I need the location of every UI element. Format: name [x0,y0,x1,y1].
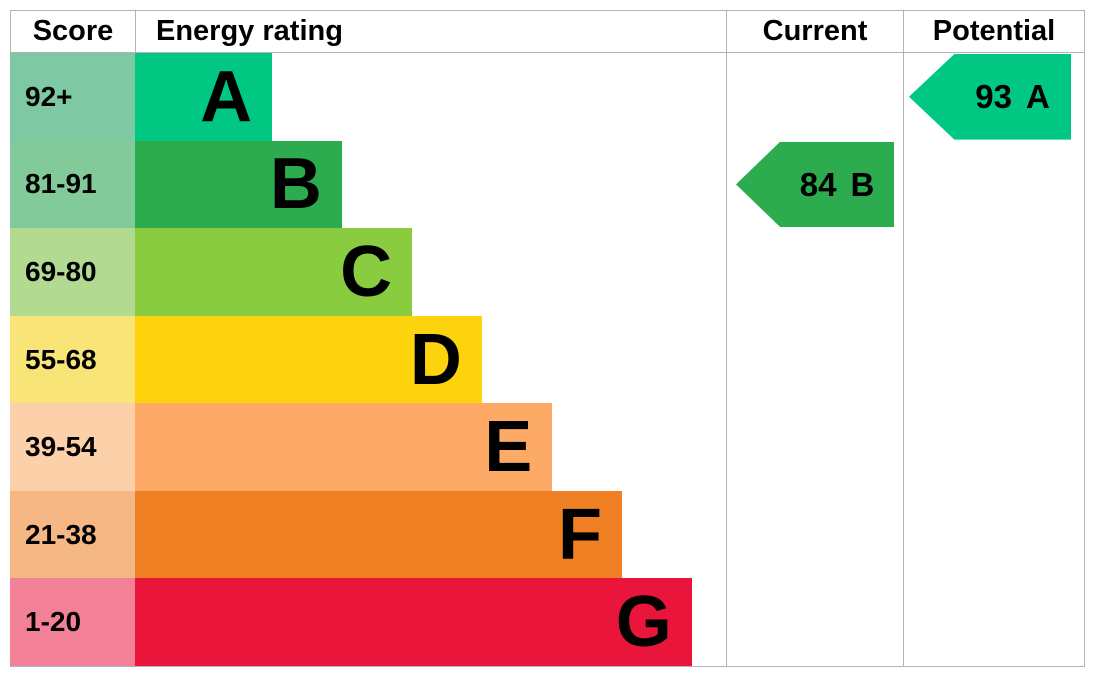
current-cell-d [726,315,903,404]
band-column-d: D [135,315,726,404]
score-cell-b: 81-91 [10,140,135,229]
band-row-c: 69-80 C [10,228,1085,316]
potential-cell-e [903,403,1085,491]
header-score: Score [10,10,135,53]
band-column-c: C [135,228,726,316]
band-bar-c: C [135,228,413,316]
band-letter-g: G [615,582,672,663]
potential-cell-b [903,140,1085,229]
potential-cell-f [903,490,1085,579]
current-rating-arrow: 84 B [736,141,894,228]
band-row-f: 21-38 F [10,490,1085,579]
score-range-label-b: 81-91 [25,168,97,200]
score-range-label-g: 1-20 [25,606,82,638]
band-column-a: A [135,53,726,141]
potential-cell-g [903,578,1085,667]
score-range-label-e: 39-54 [25,431,97,463]
band-bar-f: F [135,490,622,579]
band-bar-g: G [135,578,692,667]
band-column-f: F [135,490,726,579]
potential-cell-c [903,228,1085,316]
current-cell-e [726,403,903,491]
score-range-label-d: 55-68 [25,343,97,375]
band-column-e: E [135,403,726,491]
score-range-label-c: 69-80 [25,255,97,287]
band-row-a: 92+ A 93 A [10,53,1085,141]
band-bar-b: B [135,140,342,229]
band-row-d: 55-68 D [10,315,1085,404]
current-cell-g [726,578,903,667]
band-letter-a: A [200,56,253,137]
score-cell-a: 92+ [10,53,135,141]
header-energy-rating: Energy rating [135,10,726,53]
score-cell-c: 69-80 [10,228,135,316]
current-cell-b: 84 B [726,140,903,229]
score-range-label-a: 92+ [25,80,73,112]
score-range-label-f: 21-38 [25,518,97,550]
band-letter-f: F [557,494,602,575]
epc-chart-table: Score Energy rating Current Potential 92… [10,10,1085,667]
potential-rating-arrow: 93 A [909,54,1071,140]
header-current: Current [726,10,903,53]
band-rows: 92+ A 93 A 81-91 [10,53,1085,667]
band-letter-d: D [409,319,462,400]
score-cell-f: 21-38 [10,490,135,579]
band-bar-e: E [135,403,553,491]
band-letter-e: E [484,407,533,488]
chart-header-row: Score Energy rating Current Potential [10,10,1085,53]
current-cell-a [726,53,903,141]
current-rating-value: 84 [799,165,837,203]
band-bar-d: D [135,315,482,404]
header-potential: Potential [903,10,1085,53]
band-letter-b: B [269,144,322,225]
potential-rating-value: 93 [975,78,1012,116]
score-cell-e: 39-54 [10,403,135,491]
current-cell-c [726,228,903,316]
score-cell-g: 1-20 [10,578,135,667]
band-letter-c: C [340,231,393,312]
band-column-b: B [135,140,726,229]
potential-cell-d [903,315,1085,404]
current-rating-band: B [850,165,875,203]
band-column-g: G [135,578,726,667]
band-row-e: 39-54 E [10,403,1085,491]
band-row-b: 81-91 B 84 B [10,140,1085,229]
score-cell-d: 55-68 [10,315,135,404]
band-bar-a: A [135,53,273,141]
band-row-g: 1-20 G [10,578,1085,667]
potential-cell-a: 93 A [903,53,1085,141]
potential-rating-band: A [1025,78,1050,116]
current-cell-f [726,490,903,579]
